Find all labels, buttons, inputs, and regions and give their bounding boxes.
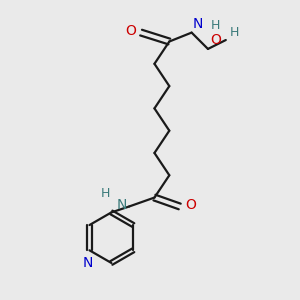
Text: N: N — [116, 198, 127, 212]
Text: O: O — [125, 24, 136, 38]
Text: H: H — [101, 187, 110, 200]
Text: H: H — [230, 26, 239, 38]
Text: N: N — [193, 17, 203, 31]
Text: N: N — [83, 256, 93, 270]
Text: H: H — [211, 19, 220, 32]
Text: O: O — [185, 198, 196, 212]
Text: O: O — [210, 34, 221, 47]
